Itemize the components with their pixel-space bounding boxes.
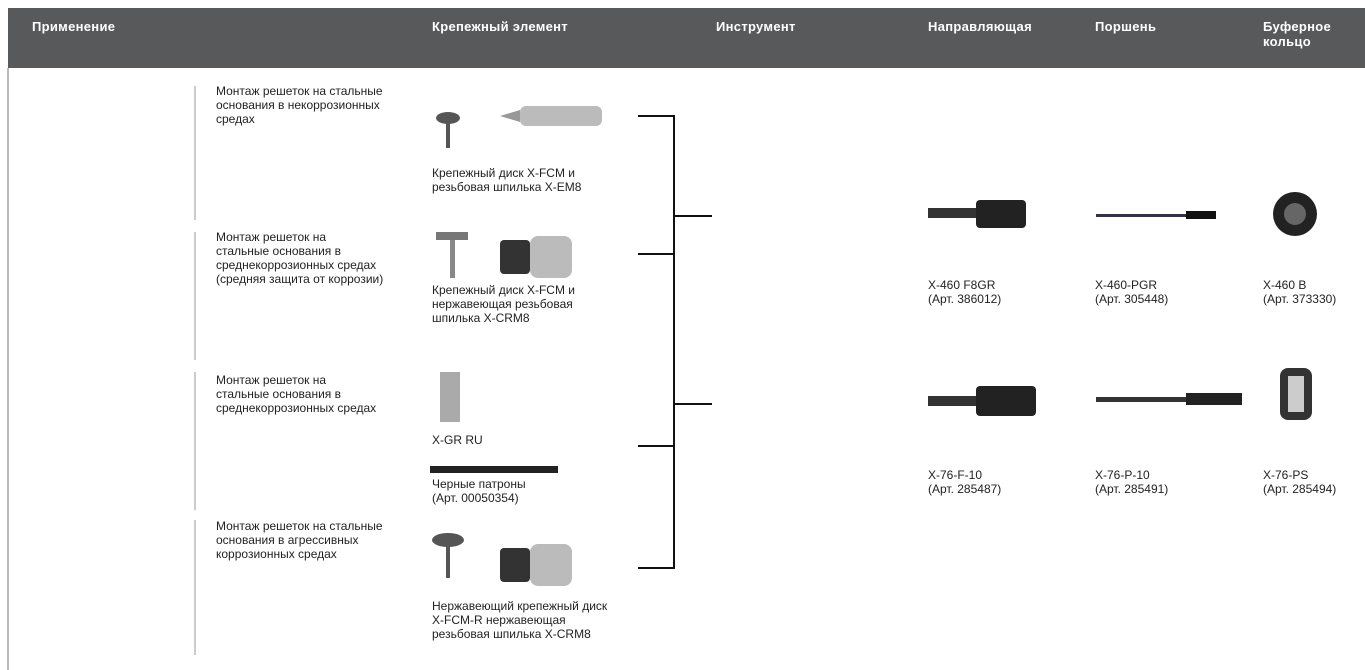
part-label: X-460 B: [1263, 278, 1307, 292]
application-text: Монтаж решеток на: [216, 373, 326, 387]
application-text: основания в агрессивных: [216, 533, 359, 547]
fastener-text: резьбовая шпилька X-EM8: [432, 180, 582, 194]
part-label: X-76-P-10: [1095, 468, 1150, 482]
fastener-text: X-GR RU: [432, 433, 483, 447]
fastener-text: Крепежный диск X-FCM и: [432, 283, 576, 297]
part-label: (Арт. 386012): [928, 292, 1002, 306]
application-text: коррозионных средах: [216, 547, 337, 561]
application-text: Монтаж решеток на: [216, 230, 326, 244]
part-label: (Арт. 285487): [928, 482, 1002, 496]
application-text: (средняя защита от коррозии): [216, 272, 384, 286]
column-header: Применение: [32, 19, 116, 34]
fastener-text: Крепежный диск X-FCM и: [432, 166, 576, 180]
part-label: X-76-F-10: [928, 468, 983, 482]
application-text: основания в некоррозионных: [216, 98, 380, 112]
part-label: (Арт. 285491): [1095, 482, 1169, 496]
fastener-text: (Арт. 00050354): [432, 491, 519, 505]
column-header: Поршень: [1095, 19, 1157, 34]
application-text: Монтаж решеток на стальные: [216, 84, 383, 98]
application-text: стальные основания в: [216, 387, 341, 401]
application-text: среднекоррозионных средах: [216, 258, 377, 272]
part-label: X-460-PGR: [1095, 278, 1158, 292]
application-text: средах: [216, 112, 255, 126]
column-header: кольцо: [1263, 34, 1311, 49]
fastener-text: X-FCM-R нержавеющая: [432, 613, 566, 627]
part-label: X-76-PS: [1263, 468, 1309, 482]
application-text: стальные основания в: [216, 244, 341, 258]
fastener-text: резьбовая шпилька X-CRM8: [432, 627, 591, 641]
fastener-text: Нержавеющий крепежный диск: [432, 599, 608, 613]
column-header: Направляющая: [928, 19, 1032, 34]
fastener-text: нержавеющая резьбовая: [432, 297, 573, 311]
column-header: Крепежный элемент: [432, 19, 568, 34]
application-text: Монтаж решеток на стальные: [216, 519, 383, 533]
part-label: (Арт. 285494): [1263, 482, 1337, 496]
application-text: среднекоррозионных средах: [216, 401, 377, 415]
part-label: X-460 F8GR: [928, 278, 996, 292]
column-header: Буферное: [1263, 19, 1332, 34]
column-header: Инструмент: [716, 19, 796, 34]
fastener-text: шпилька X-CRM8: [432, 311, 530, 325]
fastener-text: Черные патроны: [432, 477, 526, 491]
header-bar: [8, 8, 1365, 68]
part-label: (Арт. 305448): [1095, 292, 1169, 306]
part-label: (Арт. 373330): [1263, 292, 1337, 306]
